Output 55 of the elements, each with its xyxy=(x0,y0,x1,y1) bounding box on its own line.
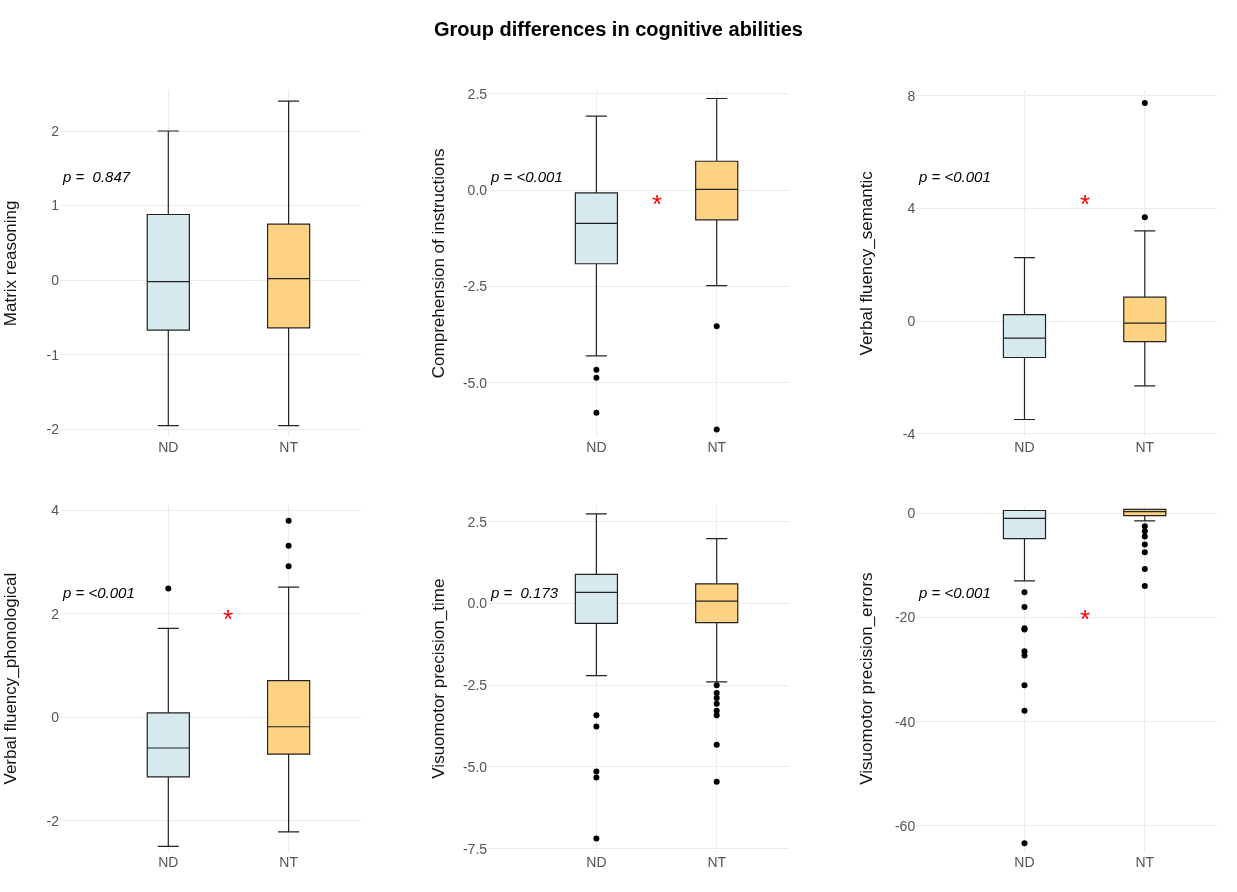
y-tick-label: 0 xyxy=(907,505,916,522)
y-tick-label: 4 xyxy=(51,502,60,519)
y-tick-label: 0 xyxy=(907,313,916,330)
x-tick-label: NT xyxy=(707,438,727,455)
y-axis-title: Visuomotor precision_time xyxy=(429,578,449,779)
y-tick-label: 2.5 xyxy=(467,513,488,530)
annotation: p = <0.001 xyxy=(490,168,563,185)
y-tick-label: -60 xyxy=(894,817,916,834)
y-tick-label: 0.0 xyxy=(467,595,488,612)
y-tick-label: -20 xyxy=(894,609,916,626)
y-tick-label: 0.0 xyxy=(467,182,488,199)
y-tick-label: -5.0 xyxy=(462,758,488,775)
y-axis-title: Matrix reasoning xyxy=(1,200,20,327)
y-tick-label: 0 xyxy=(51,272,60,289)
y-tick-label: -1 xyxy=(46,346,60,363)
y-tick-label: 2 xyxy=(51,122,60,139)
annotation: p = <0.001 xyxy=(62,584,135,601)
y-tick-label: -4 xyxy=(902,425,916,442)
y-axis-title: Comprehension of instructions xyxy=(429,148,449,379)
annotation: * xyxy=(223,604,234,634)
annotation: * xyxy=(1080,189,1091,219)
y-tick-label: -5.0 xyxy=(462,374,488,391)
annotation: p = <0.001 xyxy=(918,584,991,601)
y-tick-label: -2 xyxy=(46,812,60,829)
y-tick-label: -40 xyxy=(894,713,916,730)
x-tick-label: ND xyxy=(586,438,607,455)
y-tick-label: 2 xyxy=(51,605,60,622)
y-tick-label: 2.5 xyxy=(467,85,488,102)
annotation: p = 0.173 xyxy=(490,584,559,601)
x-tick-label: ND xyxy=(158,438,179,455)
x-tick-label: NT xyxy=(1135,438,1155,455)
y-tick-label: 0 xyxy=(51,709,60,726)
y-tick-label: -2.5 xyxy=(462,677,488,694)
y-axis-title: Verbal fluency_phonological xyxy=(1,572,20,785)
x-tick-label: ND xyxy=(1014,854,1035,870)
y-tick-label: -2 xyxy=(46,421,60,438)
y-tick-label: -7.5 xyxy=(462,840,488,857)
y-tick-label: 4 xyxy=(907,200,916,217)
y-axis-title: Visuomotor precision_errors xyxy=(857,572,877,785)
y-axis-title: Verbal fluency_semantic xyxy=(857,170,877,356)
y-tick-label: 8 xyxy=(907,87,916,104)
x-tick-label: ND xyxy=(1014,438,1035,455)
x-tick-label: NT xyxy=(279,854,299,870)
x-tick-label: ND xyxy=(586,854,607,870)
annotation: * xyxy=(652,189,663,219)
chart-title: Group differences in cognitive abilities xyxy=(434,18,803,41)
x-tick-label: ND xyxy=(158,854,179,870)
annotation: p = 0.847 xyxy=(62,168,131,185)
x-tick-label: NT xyxy=(279,438,299,455)
y-tick-label: 1 xyxy=(51,197,60,214)
x-tick-label: NT xyxy=(1135,854,1155,870)
annotation: * xyxy=(1080,604,1091,634)
x-tick-label: NT xyxy=(707,854,727,870)
annotation: p = <0.001 xyxy=(918,168,991,185)
y-tick-label: -2.5 xyxy=(462,278,488,295)
